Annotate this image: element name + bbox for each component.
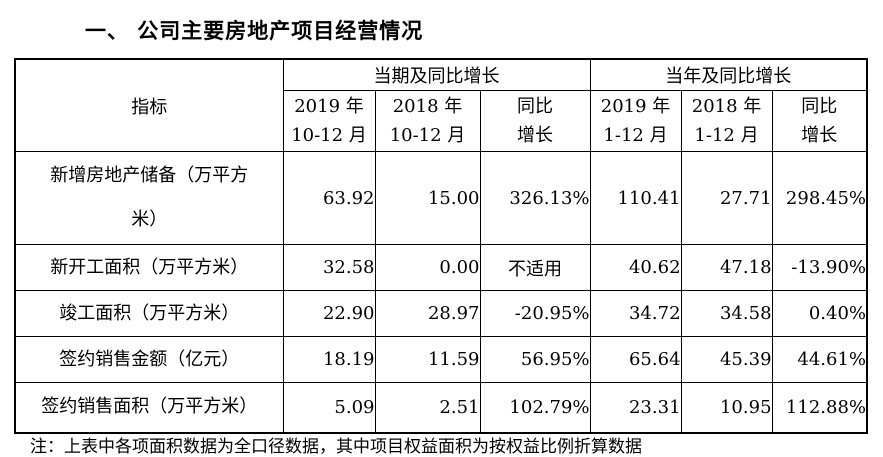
col-header-2019-q4: 2019 年 10-12 月 [282,90,376,152]
cell-value: 5.09 [282,382,376,433]
cell-value: 47.18 [680,244,773,291]
real-estate-operations-table: 指标 当期及同比增长 当年及同比增长 2019 年 10-12 月 2018 年… [14,58,869,434]
cell-value: 40.62 [589,244,682,291]
current-year-group-header: 当年及同比增长 [589,58,868,91]
row-label: 新开工面积（万平方米） [14,244,284,291]
col-header-2018-q4: 2018 年 10-12 月 [374,90,481,152]
cell-value: 22.90 [282,290,376,337]
col-header-yoy-period: 同比 增长 [479,90,591,152]
cell-value: 15.00 [374,151,481,245]
cell-value: 34.58 [680,290,773,337]
row-label: 签约销售金额（亿元） [14,336,284,383]
cell-value: 10.95 [680,382,773,433]
cell-value: 298.45% [771,151,868,245]
cell-value: 28.97 [374,290,481,337]
cell-value: 326.13% [479,151,591,245]
cell-value: 11.59 [374,336,481,383]
cell-value: 0.40% [771,290,868,337]
table-row: 竣工面积（万平方米） 22.90 28.97 -20.95% 34.72 34.… [14,290,868,337]
cell-value: 112.88% [771,382,868,433]
col-header-2018-fy: 2018 年 1-12 月 [680,90,773,152]
table-row: 签约销售金额（亿元） 18.19 11.59 56.95% 65.64 45.3… [14,336,868,383]
cell-value: 不适用 [479,244,591,291]
cell-value: 32.58 [282,244,376,291]
page-title: 一、 公司主要房地产项目经营情况 [85,18,424,43]
cell-value: 45.39 [680,336,773,383]
cell-value: 34.72 [589,290,682,337]
cell-value: 110.41 [589,151,682,245]
table-row: 新增房地产储备（万平方 米） 63.92 15.00 326.13% 110.4… [14,151,868,245]
row-label: 竣工面积（万平方米） [14,290,284,337]
cell-value: 0.00 [374,244,481,291]
cell-value: 18.19 [282,336,376,383]
col-header-yoy-year: 同比 增长 [771,90,868,152]
cell-value: -13.90% [771,244,868,291]
cell-value: 56.95% [479,336,591,383]
table-header-group-row: 指标 当期及同比增长 当年及同比增长 [14,58,868,152]
cell-value: 44.61% [771,336,868,383]
cell-value: 63.92 [282,151,376,245]
cell-value: 23.31 [589,382,682,433]
footnote-partial: 注：上表中各项面积数据为全口径数据，其中项目权益面积为按权益比例折算数据 [30,437,642,457]
row-label: 签约销售面积（万平方米） [14,382,284,433]
indicator-column-header: 指标 [14,58,284,152]
cell-value: 27.71 [680,151,773,245]
col-header-2019-fy: 2019 年 1-12 月 [589,90,682,152]
table-row: 新开工面积（万平方米） 32.58 0.00 不适用 40.62 47.18 -… [14,244,868,291]
table-row: 签约销售面积（万平方米） 5.09 2.51 102.79% 23.31 10.… [14,382,868,433]
cell-value: 65.64 [589,336,682,383]
cell-value: 102.79% [479,382,591,433]
cell-value: 2.51 [374,382,481,433]
cell-value: -20.95% [479,290,591,337]
current-period-group-header: 当期及同比增长 [282,58,591,91]
row-label: 新增房地产储备（万平方 米） [14,151,284,245]
